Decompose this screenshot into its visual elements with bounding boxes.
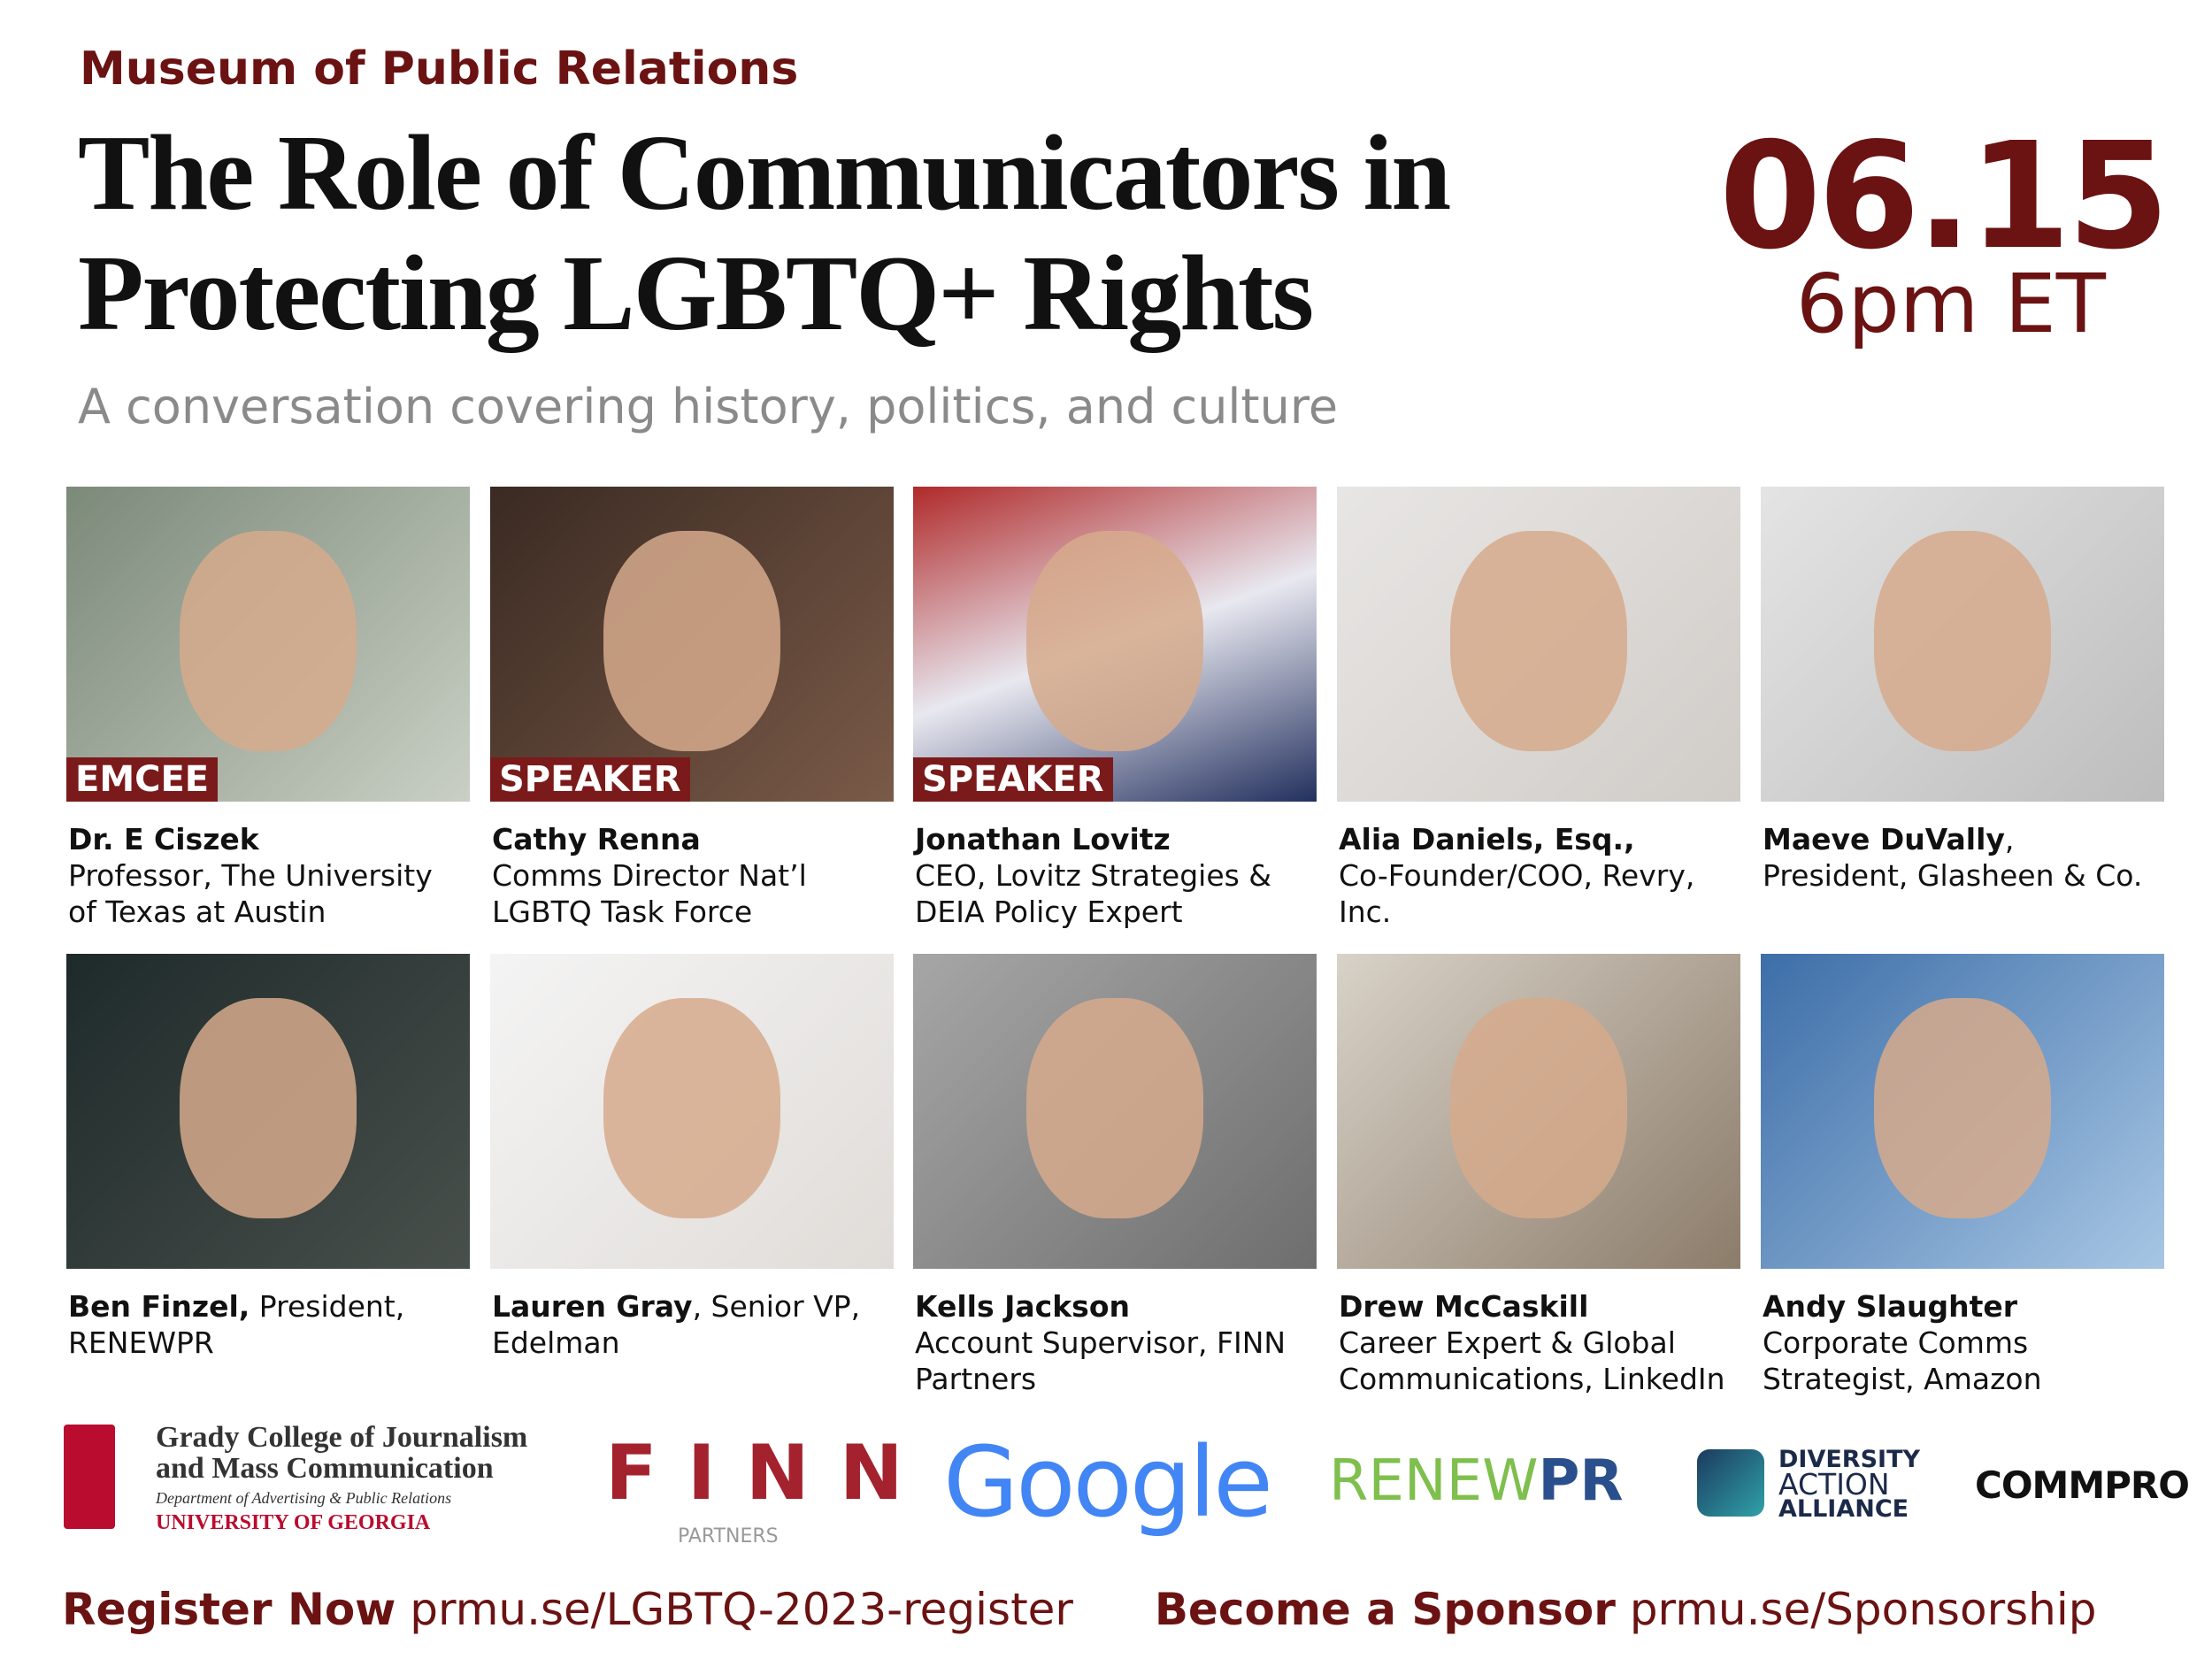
finn-logo: FINN [605,1429,933,1517]
daa-line: DIVERSITY [1778,1446,1921,1473]
face [179,530,357,752]
role-badge: SPEAKER [913,757,1113,802]
daa-logo: DIVERSITY ACTION ALLIANCE [1778,1448,1920,1522]
speaker-card: Kells Jackson Account Supervisor, FINN Pa… [913,954,1317,1397]
sponsor-logos: Grady College of Journalism and Mass Com… [0,1416,2212,1557]
speaker-info: Ben Finzel, President, RENEWPR [66,1288,470,1361]
speaker-card: Maeve DuVally, President, Glasheen & Co. [1761,487,2164,894]
speaker-photo [1761,487,2164,802]
footer: Register Now prmu.se/LGBTQ-2023-register… [62,1584,2097,1635]
daa-icon [1697,1449,1764,1517]
subtitle: A conversation covering history, politic… [78,379,1339,434]
speaker-name: Alia Daniels, Esq., [1339,822,1635,856]
sponsor-url[interactable]: prmu.se/Sponsorship [1629,1584,2097,1635]
speaker-name: Lauren Gray [492,1289,693,1324]
role-badge: EMCEE [66,757,219,802]
speaker-detail: Career Expert & Global Communications, L… [1339,1325,1725,1396]
grady-line: Grady College of Journalism [156,1421,528,1454]
renew-b: PR [1538,1448,1624,1514]
speaker-photo [66,954,470,1269]
renew-logo: RENEWPR [1329,1453,1624,1509]
speaker-card: Ben Finzel, President, RENEWPR [66,954,470,1361]
speaker-info: Andy Slaughter Corporate Comms Strategist… [1761,1288,2164,1397]
title: The Role of Communicators in Protecting … [78,113,1451,354]
speaker-info: Lauren Gray, Senior VP, Edelman [490,1288,894,1361]
speaker-photo: EMCEE [66,487,470,802]
speaker-detail: Co-Founder/COO, Revry, Inc. [1339,858,1695,929]
speaker-photo [1337,487,1740,802]
face [1873,997,2052,1219]
title-line: Protecting LGBTQ+ Rights [78,234,1314,353]
speaker-detail: Comms Director Nat’l LGBTQ Task Force [492,858,807,929]
face [603,997,781,1219]
face [1025,997,1204,1219]
speaker-info: Drew McCaskill Career Expert & Global Com… [1337,1288,1740,1397]
register-url[interactable]: prmu.se/LGBTQ-2023-register [410,1584,1073,1635]
speaker-name: Ben Finzel, [68,1289,250,1324]
register-label: Register Now [62,1584,396,1635]
org: Museum of Public Relations [80,42,799,96]
renew-a: RENEW [1329,1448,1539,1514]
speaker-photo [913,954,1317,1269]
daa-line: ACTION [1778,1467,1890,1502]
speaker-info: Kells Jackson Account Supervisor, FINN Pa… [913,1288,1317,1397]
sponsor-label: Become a Sponsor [1154,1584,1616,1635]
speaker-card: SPEAKER Jonathan Lovitz CEO, Lovitz Strate… [913,487,1317,930]
speaker-detail: Professor, The University of Texas at Au… [68,858,433,929]
face [1449,530,1628,752]
face [1025,530,1204,752]
speaker-detail: Corporate Comms Strategist, Amazon [1763,1325,2042,1396]
face [1873,530,2052,752]
google-logo: Google [943,1425,1273,1539]
daa-line: ALLIANCE [1778,1495,1909,1523]
finn-sub: PARTNERS [678,1525,779,1548]
face [1449,997,1628,1219]
speaker-info: Dr. E Ciszek Professor, The University of… [66,821,470,930]
face [603,530,781,752]
speaker-detail: CEO, Lovitz Strategies & DEIA Policy Exp… [915,858,1272,929]
grady-line: and Mass Communication [156,1452,494,1485]
speaker-photo: SPEAKER [913,487,1317,802]
speaker-name: Jonathan Lovitz [915,822,1171,856]
commpro-logo: COMMPRO [1975,1463,2190,1507]
speaker-card: SPEAKER Cathy Renna Comms Director Nat’l L… [490,487,894,930]
speaker-name: Kells Jackson [915,1289,1130,1324]
speaker-detail: , Senior VP, Edelman [492,1289,861,1360]
face [179,997,357,1219]
title-line: The Role of Communicators in [78,113,1451,233]
speaker-detail: Account Supervisor, FINN Partners [915,1325,1286,1396]
speaker-info: Alia Daniels, Esq., Co-Founder/COO, Revry… [1337,821,1740,930]
speaker-photo: SPEAKER [490,487,894,802]
speaker-info: Maeve DuVally, President, Glasheen & Co. [1761,821,2164,894]
speaker-photo [490,954,894,1269]
speaker-card: Alia Daniels, Esq., Co-Founder/COO, Revry… [1337,487,1740,930]
speaker-name: Drew McCaskill [1339,1289,1589,1324]
speaker-name: Cathy Renna [492,822,701,856]
speaker-card: EMCEE Dr. E Ciszek Professor, The Universi… [66,487,470,930]
speaker-card: Drew McCaskill Career Expert & Global Com… [1337,954,1740,1397]
speaker-card: Andy Slaughter Corporate Comms Strategist… [1761,954,2164,1397]
speaker-name: Maeve DuVally [1763,822,2005,856]
speaker-name: Dr. E Ciszek [68,822,259,856]
grady-dept: Department of Advertising & Public Relat… [156,1489,452,1507]
speaker-card: Lauren Gray, Senior VP, Edelman [490,954,894,1361]
speaker-info: Jonathan Lovitz CEO, Lovitz Strategies & … [913,821,1317,930]
uga-arch [64,1425,115,1529]
speaker-detail: , President, Glasheen & Co. [1763,822,2143,893]
speaker-photo [1337,954,1740,1269]
speaker-info: Cathy Renna Comms Director Nat’l LGBTQ Ta… [490,821,894,930]
speaker-detail: President, RENEWPR [68,1289,405,1360]
grady-logo: Grady College of Journalism and Mass Com… [156,1423,527,1535]
date: 06.15 [1718,111,2170,282]
grady-univ: UNIVERSITY OF GEORGIA [156,1511,431,1534]
speaker-photo [1761,954,2164,1269]
time: 6pm ET [1795,257,2106,351]
speaker-name: Andy Slaughter [1763,1289,2018,1324]
role-badge: SPEAKER [490,757,690,802]
